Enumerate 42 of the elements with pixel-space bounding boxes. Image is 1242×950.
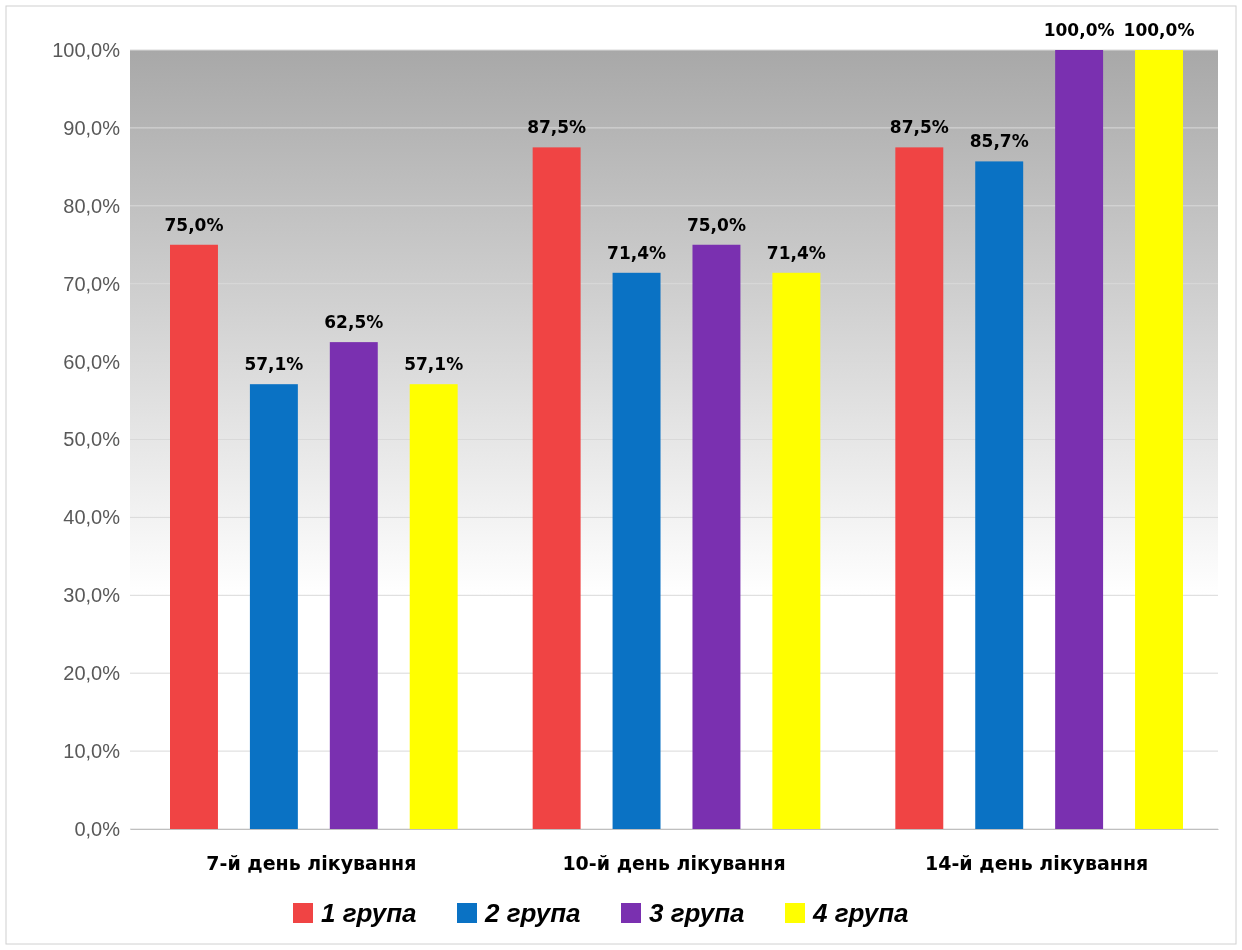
y-tick-label: 20,0% (63, 662, 121, 685)
y-tick-label: 40,0% (63, 506, 121, 529)
data-label: 62,5% (324, 312, 384, 333)
data-label: 75,0% (164, 214, 224, 235)
data-label: 57,1% (244, 354, 304, 375)
y-tick-label: 80,0% (63, 194, 121, 217)
bar (612, 272, 661, 829)
data-label: 100,0% (1123, 20, 1195, 40)
y-tick-label: 30,0% (63, 584, 121, 607)
bar (772, 272, 821, 829)
bar (1135, 50, 1183, 829)
bar (249, 384, 298, 829)
legend-label: 1 група (321, 898, 417, 928)
bar (692, 244, 741, 829)
y-tick-label: 60,0% (63, 350, 121, 373)
bar (329, 342, 378, 829)
data-label: 100,0% (1043, 20, 1115, 40)
y-tick-label: 0,0% (74, 817, 121, 840)
bar (170, 244, 218, 829)
legend-label: 4 група (812, 898, 909, 928)
data-label: 57,1% (404, 354, 464, 375)
x-tick-label: 7-й день лікування (206, 852, 417, 875)
data-label: 85,7% (969, 131, 1029, 152)
bar (1055, 50, 1104, 829)
y-tick-label: 10,0% (63, 740, 121, 762)
data-label: 87,5% (889, 117, 949, 138)
data-label: 75,0% (686, 214, 746, 235)
x-tick-label: 10-й день лікування (562, 852, 786, 875)
data-label: 87,5% (527, 117, 587, 138)
y-tick-label: 90,0% (63, 116, 121, 139)
y-tick-label: 100,0% (52, 38, 121, 61)
legend-label: 3 група (649, 898, 745, 928)
bar (895, 147, 944, 829)
bar (532, 147, 581, 829)
y-tick-label: 70,0% (63, 272, 121, 295)
y-tick-label: 50,0% (63, 428, 121, 451)
bar (409, 384, 458, 829)
bar (975, 161, 1024, 829)
data-label: 71,4% (766, 242, 826, 263)
legend-label: 2 група (484, 898, 581, 928)
x-tick-label: 14-й день лікування (925, 852, 1149, 875)
data-label: 71,4% (607, 242, 667, 263)
